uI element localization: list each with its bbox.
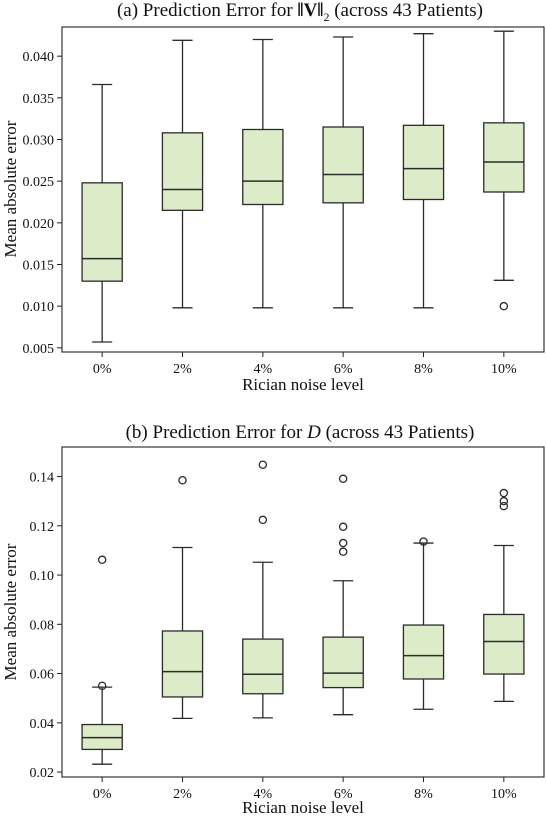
plot-area-b (61, 446, 545, 778)
x-axis-label-b: Rician noise level (242, 798, 364, 817)
iqr-box (242, 638, 284, 695)
y-axis-label-b: Mean absolute error (1, 543, 20, 680)
iqr-box (161, 132, 204, 211)
x-tick-label: 10% (491, 362, 517, 377)
chart-title-a: (a) Prediction Error for ‖V‖2 (across 43… (117, 0, 483, 24)
y-tick-label: 0.12 (30, 520, 55, 535)
outlier-point (419, 537, 428, 546)
plot-area-a (61, 26, 545, 353)
box-4% (242, 38, 284, 309)
box-2% (161, 39, 204, 309)
box-0% (81, 555, 123, 765)
x-tick-label: 10% (491, 787, 517, 802)
y-tick-label: 0.06 (30, 668, 55, 683)
iqr-box (483, 613, 525, 675)
outlier-point (338, 547, 348, 556)
iqr-box (161, 630, 204, 698)
iqr-box (322, 636, 364, 689)
x-tick-label: 6% (334, 787, 353, 802)
outlier-point (338, 522, 348, 532)
iqr-box (242, 128, 284, 206)
outlier-point (338, 538, 348, 548)
y-tick-label: 0.02 (30, 766, 55, 781)
x-tick-label: 2% (173, 787, 192, 802)
x-axis-label-a: Rician noise level (242, 375, 364, 394)
outlier-point (178, 475, 187, 485)
y-tick-label: 0.025 (23, 175, 55, 190)
x-tick-label: 6% (334, 362, 353, 377)
box-0% (81, 83, 123, 343)
x-tick-label: 2% (173, 362, 192, 377)
iqr-box (81, 182, 123, 282)
box-4% (242, 460, 284, 719)
iqr-box (322, 126, 364, 204)
chart-panel-b: (b) Prediction Error for D (across 43 Pa… (1, 422, 545, 817)
outlier-point (258, 515, 268, 525)
y-axis-label-a: Mean absolute error (1, 120, 20, 257)
x-tick-label: 0% (93, 362, 112, 377)
title-symbol-a: ‖V‖ (297, 0, 323, 21)
outlier-point (338, 474, 348, 484)
outlier-point (499, 301, 509, 311)
box-8% (402, 33, 445, 309)
y-tick-label: 0.14 (30, 471, 55, 486)
outlier-point (499, 501, 509, 511)
chart-title-b: (b) Prediction Error for D (across 43 Pa… (126, 422, 475, 443)
outlier-point (258, 460, 268, 469)
y-tick-label: 0.040 (23, 50, 55, 65)
y-tick-label: 0.08 (30, 618, 55, 633)
iqr-box (402, 124, 445, 201)
box-8% (402, 537, 445, 710)
y-tick-label: 0.020 (23, 217, 55, 232)
x-tick-label: 0% (93, 787, 112, 802)
x-tick-label: 4% (253, 787, 272, 802)
y-tick-label: 0.010 (23, 300, 55, 315)
x-tick-label: 8% (414, 362, 433, 377)
title-subscript-a: 2 (323, 10, 329, 24)
box-10% (483, 30, 525, 311)
x-tick-label: 4% (253, 362, 272, 377)
x-tick-label: 8% (414, 787, 433, 802)
outlier-point (499, 488, 509, 498)
box-2% (161, 475, 204, 720)
box-6% (322, 474, 364, 716)
y-tick-label: 0.04 (30, 717, 55, 732)
y-tick-label: 0.035 (23, 92, 55, 107)
box-10% (483, 488, 525, 703)
outlier-point (499, 496, 509, 506)
y-tick-label: 0.015 (23, 259, 55, 274)
box-6% (322, 36, 364, 309)
outlier-point (97, 681, 107, 691)
y-tick-label: 0.005 (23, 342, 55, 357)
title-symbol-b: D (306, 422, 321, 443)
chart-panel-a: (a) Prediction Error for ‖V‖2 (across 43… (1, 0, 545, 394)
y-tick-label: 0.10 (30, 569, 55, 584)
iqr-box (402, 624, 445, 680)
iqr-box (483, 122, 525, 193)
outlier-point (97, 555, 107, 565)
y-tick-label: 0.030 (23, 134, 55, 149)
